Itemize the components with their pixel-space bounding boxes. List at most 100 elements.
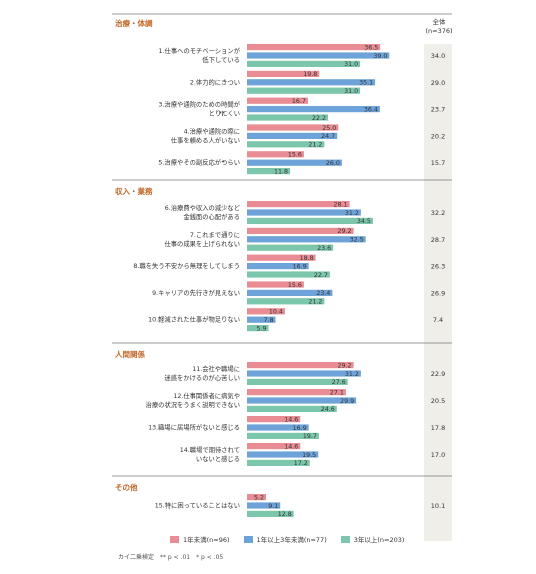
bar-1-3-series-1 [247,97,308,104]
bar-value-label-2-3-series-1: 18.8 [300,255,314,262]
bar-1-1-series-1 [247,44,381,51]
bar-value-label-1-2-series-3: 31.0 [344,88,358,95]
total-value-2-5: 7.4 [433,316,443,324]
bar-3-2-series-1 [247,389,346,396]
bar-value-label-1-3-series-2: 36.4 [364,106,378,113]
bar-2-4-series-3 [247,298,325,305]
total-value-3-4: 17.0 [431,451,445,459]
legend-swatch-series-2 [243,535,253,543]
legend-item-series-3: 3年以上(n=203) [340,534,405,544]
bar-1-3-series-2 [247,106,380,113]
item-label-1-3: 3.治療や通院のための時間が [158,100,240,109]
bar-value-label-2-1-series-1: 28.1 [334,201,348,208]
bar-value-label-3-3-series-2: 16.9 [293,425,307,432]
bar-2-3-series-1 [247,254,316,261]
total-value-4-1: 10.1 [431,502,445,510]
footnote: カイ二乗検定 ** p < .01 * p < .05 [118,554,224,561]
item-label-1-1: 低下している [202,55,240,64]
bar-3-3-series-3 [247,432,319,439]
bar-value-label-4-1-series-1: 5.2 [254,494,264,501]
legend-label-series-1: 1年未満(n=96) [183,536,230,544]
total-value-3-3: 17.8 [431,424,445,432]
bar-4-1-series-2 [247,502,281,509]
total-value-3-1: 22.9 [431,370,445,378]
bar-2-3-series-2 [247,263,309,270]
bar-value-label-3-1-series-3: 27.6 [332,379,346,386]
bar-3-3-series-2 [247,424,309,431]
bar-value-label-1-5-series-3: 11.8 [274,168,288,175]
bar-value-label-2-5-series-2: 7.8 [263,317,273,324]
total-column-header: 全体 (n=376) [425,18,453,35]
bar-value-label-1-2-series-2: 35.1 [359,80,373,87]
bar-2-2-series-2 [247,236,366,243]
bar-value-label-2-1-series-3: 34.5 [357,218,371,225]
bar-value-label-3-1-series-1: 29.2 [338,362,352,369]
bar-value-label-2-2-series-1: 29.2 [338,228,352,235]
bar-2-1-series-1 [247,201,350,208]
item-label-1-2: 2.体力的にきつい [190,77,240,86]
bar-1-4-series-3 [247,141,325,148]
bar-value-label-3-3-series-3: 19.7 [303,433,317,440]
bar-value-label-2-5-series-3: 5.9 [257,325,267,332]
legend-swatch-series-3 [340,535,350,543]
total-value-2-2: 28.7 [431,236,445,244]
bar-value-label-4-1-series-3: 12.8 [278,511,292,518]
bar-3-4-series-1 [247,443,301,450]
bar-value-label-2-3-series-2: 16.9 [293,263,307,270]
bar-value-label-1-4-series-2: 24.7 [321,133,335,140]
bar-2-4-series-1 [247,281,304,288]
bar-value-label-2-4-series-2: 23.4 [316,290,330,297]
bar-value-label-3-1-series-2: 31.2 [345,371,359,378]
item-label-1-1: 1.仕事へのモチベーションが [159,46,241,55]
item-label-3-3: 13.職場に居場所がないと感じる [148,423,240,432]
bar-1-2-series-3 [247,87,361,94]
bar-1-1-series-3 [247,60,361,67]
total-column-background [424,44,452,541]
item-label-1-4: 4.治療や通院の際に [184,126,240,135]
significance-mark-1-3: ** [219,111,225,118]
bar-4-1-series-1 [247,494,266,501]
legend-label-series-3: 3年以上(n=203) [353,536,405,544]
bar-value-label-2-4-series-1: 15.6 [288,282,302,289]
item-label-1-4: 仕事を頼める人がいない [171,135,240,144]
bar-2-5-series-3 [247,325,269,332]
bar-3-1-series-3 [247,378,348,385]
bar-value-label-3-4-series-1: 14.6 [284,443,298,450]
bar-1-1-series-2 [247,52,390,59]
bar-3-4-series-2 [247,451,319,458]
bar-value-label-1-1-series-1: 36.5 [364,44,378,51]
group-title-3: 人間関係 [115,349,145,359]
item-label-2-1: 金銭面の心配がある [183,212,240,221]
item-label-2-2: 仕事の成果を上げられない [164,239,240,248]
bar-value-label-3-2-series-3: 24.6 [321,406,335,413]
legend-label-series-2: 1年以上3年未満(n=77) [256,536,327,544]
bar-value-label-1-3-series-1: 16.7 [292,98,306,105]
item-label-1-3: とりにくい [209,110,240,118]
item-label-2-2: 7.これまで通りに [190,230,240,239]
bar-1-5-series-3 [247,168,291,175]
bar-3-3-series-1 [247,416,301,423]
bar-1-2-series-1 [247,70,320,77]
item-label-3-4: 14.職場で期待されて [180,445,240,454]
item-label-2-1: 6.治療費や収入の減少など [165,203,241,212]
bar-value-label-2-2-series-2: 32.5 [350,237,364,244]
total-value-2-3: 26.3 [431,263,445,271]
total-value-3-2: 20.5 [431,397,445,405]
bar-3-2-series-3 [247,405,337,412]
bar-1-2-series-2 [247,79,376,86]
item-label-3-1: 11.会社や職場に [192,364,240,373]
bar-value-label-1-5-series-1: 15.6 [288,152,302,159]
legend: 1年未満(n=96) 1年以上3年未満(n=77) 3年以上(n=203) [170,534,404,544]
bar-3-1-series-2 [247,370,361,377]
bar-value-label-1-1-series-2: 39.0 [373,53,387,60]
bar-2-2-series-3 [247,244,334,251]
bar-2-2-series-1 [247,227,354,234]
bar-2-4-series-2 [247,289,333,296]
bar-value-label-2-3-series-3: 22.7 [314,272,328,279]
significance-mark-1-5: * [222,160,225,167]
total-value-1-2: 29.0 [431,79,445,87]
total-value-1-4: 20.2 [431,132,445,140]
total-value-2-1: 32.2 [431,209,445,217]
legend-item-series-2: 1年以上3年未満(n=77) [243,534,327,544]
bar-1-5-series-2 [247,159,342,166]
